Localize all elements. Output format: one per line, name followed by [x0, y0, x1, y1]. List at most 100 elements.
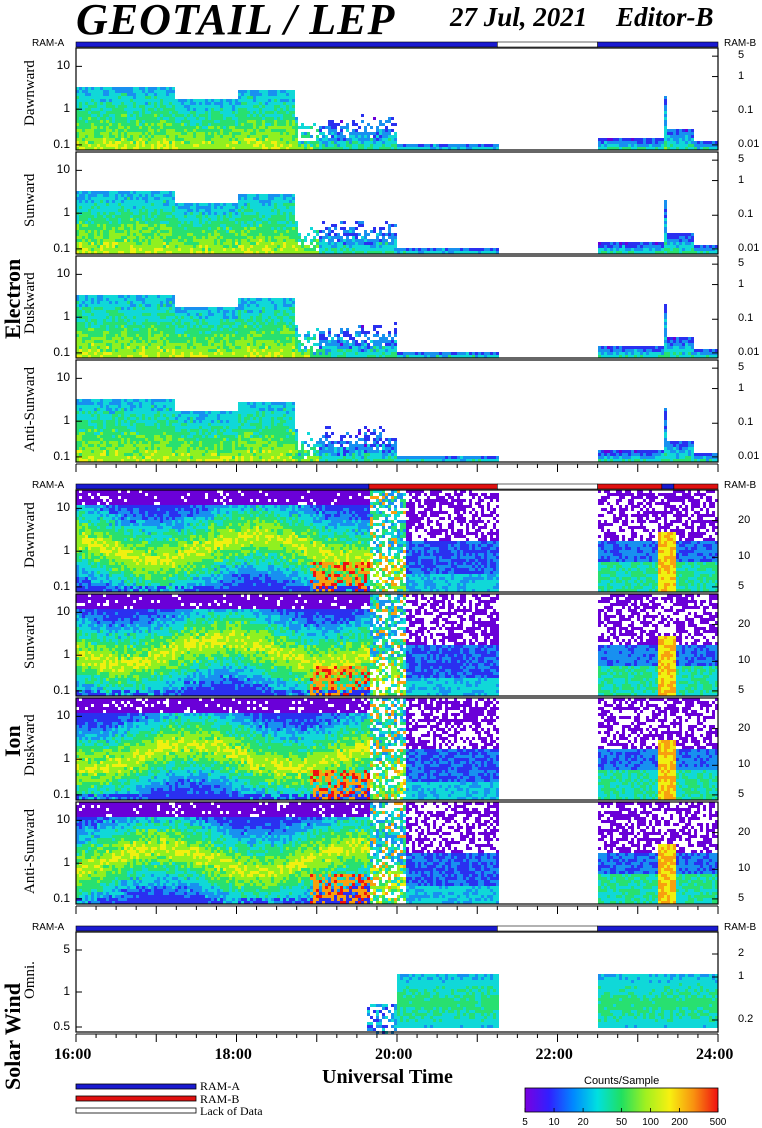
spectrogram-cell	[97, 334, 100, 337]
spectrogram-cell	[169, 203, 172, 206]
spectrogram-cell	[151, 340, 154, 343]
spectrogram-cell	[160, 203, 163, 206]
spectrogram-cell	[202, 334, 205, 337]
spectrogram-cell	[133, 90, 136, 93]
spectrogram-cell	[226, 325, 229, 328]
spectrogram-cell	[211, 206, 214, 209]
spectrogram-cell	[109, 144, 112, 147]
spectrogram-cell	[85, 340, 88, 343]
spectrogram-cell	[187, 99, 190, 102]
spectrogram-cell	[358, 248, 361, 251]
spectrogram-cell	[247, 111, 250, 114]
spectrogram-cell	[139, 114, 142, 117]
spectrogram-cell	[214, 242, 217, 245]
spectrogram-cell	[289, 218, 292, 221]
spectrogram-cell	[271, 239, 274, 242]
spectrogram-cell	[190, 331, 193, 334]
spectrogram-cell	[97, 108, 100, 111]
spectrogram-cell	[253, 200, 256, 203]
spectrogram-cell	[145, 304, 148, 307]
spectrogram-cell	[148, 123, 151, 126]
spectrogram-cell	[220, 224, 223, 227]
spectrogram-cell	[367, 239, 370, 242]
spectrogram-cell	[157, 114, 160, 117]
spectrogram-cell	[118, 111, 121, 114]
spectrogram-cell	[388, 245, 391, 248]
spectrogram-cell	[616, 248, 619, 251]
spectrogram-cell	[277, 242, 280, 245]
spectrogram-cell	[136, 93, 139, 96]
spectrogram-cell	[361, 236, 364, 239]
spectrogram-cell	[157, 135, 160, 138]
spectrogram-cell	[97, 224, 100, 227]
spectrogram-cell	[88, 123, 91, 126]
spectrogram-cell	[601, 141, 604, 144]
spectrogram-cell	[145, 197, 148, 200]
spectrogram-cell	[259, 111, 262, 114]
spectrogram-cell	[139, 96, 142, 99]
spectrogram-cell	[331, 138, 334, 141]
spectrogram-cell	[283, 212, 286, 215]
spectrogram-cell	[685, 239, 688, 242]
spectrogram-cell	[289, 102, 292, 105]
spectrogram-cell	[142, 233, 145, 236]
spectrogram-cell	[94, 313, 97, 316]
spectrogram-cell	[286, 108, 289, 111]
spectrogram-cell	[91, 218, 94, 221]
spectrogram-cell	[193, 313, 196, 316]
spectrogram-cell	[376, 132, 379, 135]
spectrogram-cell	[391, 248, 394, 251]
spectrogram-cell	[85, 349, 88, 352]
spectrogram-cell	[232, 123, 235, 126]
spectrogram-cell	[214, 114, 217, 117]
spectrogram-cell	[679, 242, 682, 245]
spectrogram-cell	[115, 322, 118, 325]
spectrogram-cell	[124, 313, 127, 316]
spectrogram-cell	[199, 331, 202, 334]
spectrogram-cell	[163, 141, 166, 144]
spectrogram-cell	[178, 120, 181, 123]
spectrogram-cell	[199, 141, 202, 144]
spectrogram-cell	[283, 203, 286, 206]
spectrogram-cell	[169, 141, 172, 144]
spectrogram-cell	[157, 337, 160, 340]
spectrogram-cell	[199, 111, 202, 114]
spectrogram-cell	[199, 325, 202, 328]
spectrogram-cell	[382, 236, 385, 239]
spectrogram-cell	[157, 111, 160, 114]
spectrogram-cell	[664, 215, 667, 218]
spectrogram-cell	[145, 206, 148, 209]
spectrogram-cell	[97, 236, 100, 239]
spectrogram-cell	[91, 117, 94, 120]
spectrogram-cell	[145, 349, 148, 352]
spectrogram-cell	[241, 132, 244, 135]
spectrogram-cell	[121, 248, 124, 251]
spectrogram-cell	[94, 340, 97, 343]
spectrogram-cell	[244, 197, 247, 200]
spectrogram-cell	[196, 313, 199, 316]
spectrogram-cell	[106, 120, 109, 123]
spectrogram-cell	[214, 245, 217, 248]
spectrogram-cell	[244, 194, 247, 197]
spectrogram-cell	[265, 123, 268, 126]
spectrogram-cell	[82, 331, 85, 334]
spectrogram-cell	[175, 316, 178, 319]
spectrogram-cell	[610, 138, 613, 141]
spectrogram-cell	[598, 242, 601, 245]
spectrogram-cell	[277, 105, 280, 108]
spectrogram-cell	[139, 298, 142, 301]
spectrogram-cell	[214, 221, 217, 224]
spectrogram-cell	[142, 114, 145, 117]
spectrogram-cell	[196, 215, 199, 218]
spectrogram-cell	[121, 239, 124, 242]
spectrogram-cell	[394, 138, 397, 141]
spectrogram-cell	[292, 206, 295, 209]
spectrogram-cell	[259, 114, 262, 117]
spectrogram-cell	[202, 111, 205, 114]
spectrogram-cell	[100, 200, 103, 203]
spectrogram-cell	[238, 123, 241, 126]
spectrogram-cell	[262, 206, 265, 209]
spectrogram-cell	[676, 144, 679, 147]
spectrogram-cell	[277, 90, 280, 93]
spectrogram-cell	[142, 200, 145, 203]
